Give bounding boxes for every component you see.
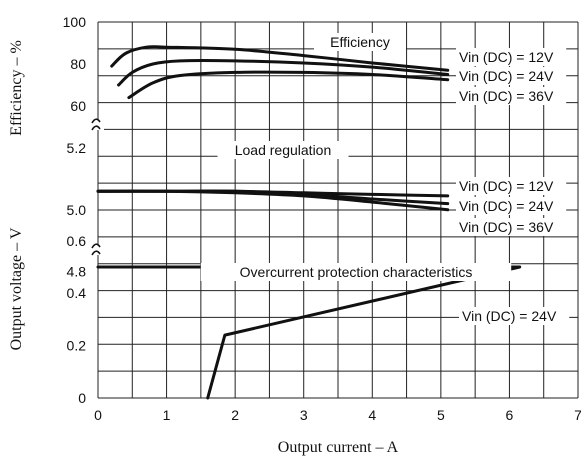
legend-label-background (456, 48, 567, 66)
y-tick-label: 0.6 (67, 233, 87, 249)
legend-label-background (456, 218, 567, 236)
axis-break-mark (91, 118, 101, 131)
panel-title: Load regulation (235, 142, 332, 158)
y-tick-label: 100 (63, 14, 87, 30)
legend-label-background (459, 307, 570, 325)
x-tick-label: 5 (437, 407, 445, 423)
axis-break-gap (92, 245, 104, 255)
panel-title-background (200, 263, 512, 281)
panel-title: Efficiency (330, 34, 390, 50)
series-line-load_regulation-3 (96, 189, 450, 212)
x-tick-label: 1 (163, 407, 171, 423)
y-axis-title-voltage: Output voltage – V (8, 227, 25, 350)
legend-label: Vin (DC) = 24V (459, 198, 554, 214)
y-tick-label: 5.2 (67, 140, 87, 156)
x-axis-title: Output current – A (278, 439, 399, 456)
panel-title-background (314, 33, 406, 51)
y-axis-title-efficiency: Efficiency – % (8, 40, 25, 136)
y-tick-label: 0.2 (67, 338, 87, 354)
legend-label-background (456, 87, 567, 105)
x-tick-label: 4 (368, 407, 376, 423)
legend-label: Vin (DC) = 24V (459, 68, 554, 84)
series-line-efficiency-2 (117, 59, 450, 87)
y-tick-label: 60 (70, 98, 86, 114)
axis-break-gap (92, 120, 104, 130)
legend-label: Vin (DC) = 36V (459, 88, 554, 104)
y-tick-label: 0.4 (67, 285, 87, 301)
legend-label: Vin (DC) = 36V (459, 219, 554, 235)
panel-title-background (217, 141, 349, 159)
series-line-efficiency-1 (110, 45, 450, 72)
panel-title: Overcurrent protection characteristics (240, 264, 473, 280)
legend-label-background (456, 67, 567, 85)
y-tick-label: 80 (70, 56, 86, 72)
x-tick-label: 7 (574, 407, 581, 423)
series-line-efficiency-3 (127, 70, 450, 100)
legend-label: Vin (DC) = 24V (462, 308, 557, 324)
x-tick-label: 0 (94, 407, 102, 423)
x-tick-label: 2 (231, 407, 239, 423)
chart-labels: 0 1 2 3 4 5 6 7 100 80 60 5.2 5.0 4.8 0.6 0.4 0.2 0 Effici… (63, 14, 581, 423)
legend-label: Vin (DC) = 12V (459, 178, 554, 194)
x-tick-label: 6 (506, 407, 514, 423)
y-tick-label: 4.8 (67, 264, 87, 280)
y-tick-label: 0 (78, 390, 86, 406)
legend-label-background (456, 197, 567, 215)
x-tick-label: 3 (300, 407, 308, 423)
axis-break-mark (91, 243, 101, 256)
y-tick-label: 5.0 (67, 202, 87, 218)
series-line-overcurrent-1 (96, 265, 522, 400)
legend-label: Vin (DC) = 12V (459, 49, 554, 65)
legend-label-background (456, 177, 567, 195)
